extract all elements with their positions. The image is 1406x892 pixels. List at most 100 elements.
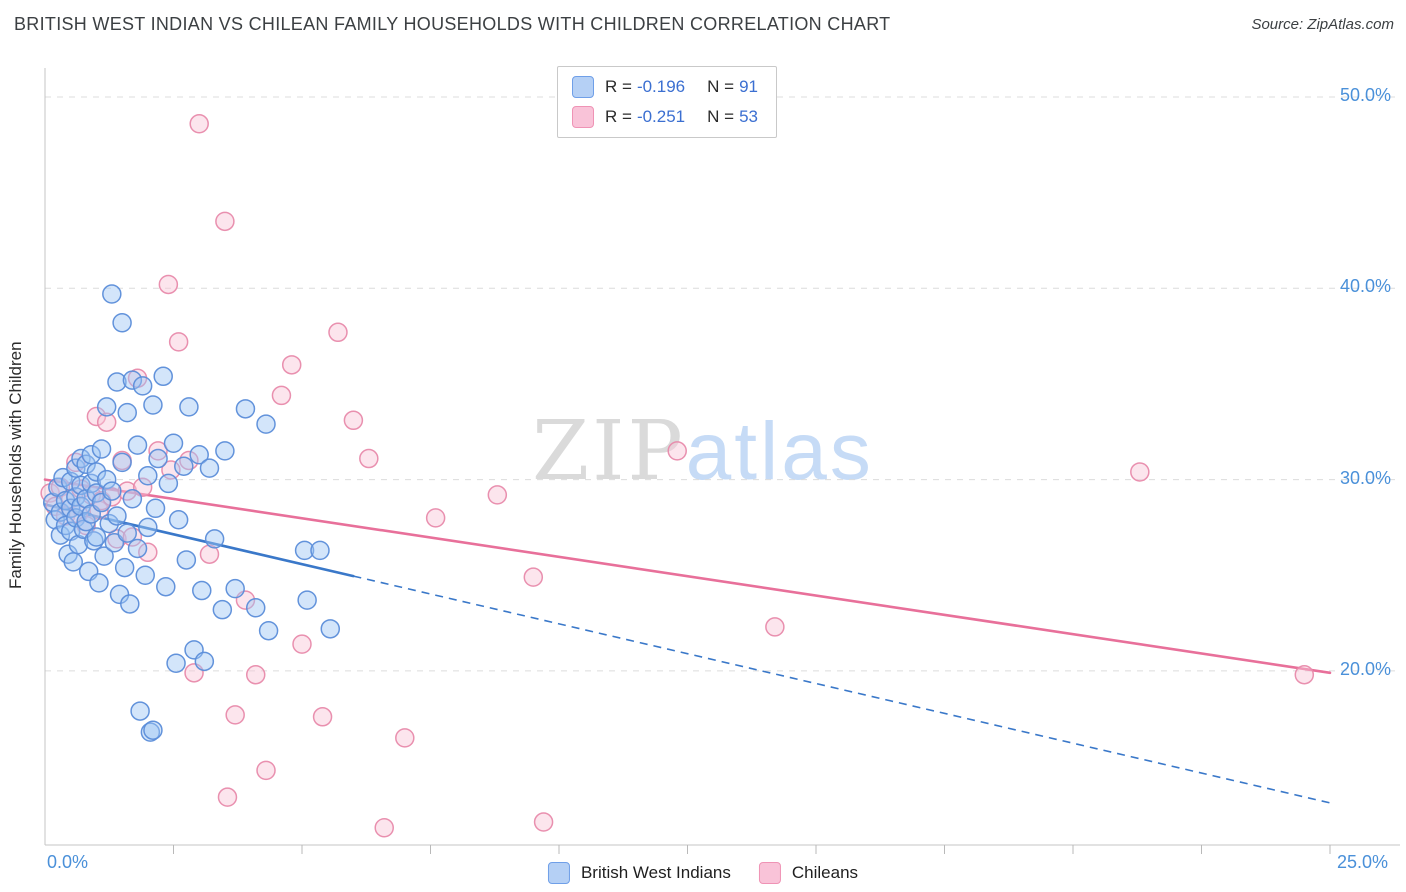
scatter-point-chileans (225, 705, 245, 725)
scatter-point-chileans (765, 617, 785, 637)
scatter-point-british-west-indians (199, 458, 220, 478)
scatter-point-british-west-indians (102, 284, 122, 304)
legend-item-british-west-indians: British West Indians (547, 862, 731, 884)
scatter-point-chileans (523, 567, 544, 587)
scatter-point-british-west-indians (114, 557, 135, 578)
scatter-point-british-west-indians (127, 538, 148, 559)
scatter-point-british-west-indians (192, 580, 212, 601)
scatter-point-british-west-indians (163, 433, 184, 454)
scatter-point-british-west-indians (215, 441, 235, 461)
scatter-point-british-west-indians (122, 488, 143, 509)
scatter-point-british-west-indians (86, 462, 107, 482)
scatter-point-british-west-indians (158, 473, 179, 494)
scatter-point-chileans (215, 211, 235, 232)
n-label: N = (707, 107, 735, 126)
scatter-point-british-west-indians (99, 513, 119, 534)
scatter-point-british-west-indians (176, 550, 197, 570)
scatter-point-british-west-indians (91, 439, 112, 459)
scatter-point-chileans (667, 441, 687, 461)
scatter-point-british-west-indians (235, 399, 256, 419)
scatter-point-british-west-indians (127, 435, 148, 455)
scatter-point-chileans (395, 728, 415, 748)
scatter-point-chileans (343, 410, 364, 431)
scatter-point-british-west-indians (145, 498, 166, 519)
n-value: 53 (739, 107, 758, 126)
scatter-point-british-west-indians (86, 483, 107, 503)
scatter-point-british-west-indians (179, 397, 199, 417)
scatter-point-chileans (292, 634, 312, 654)
scatter-point-british-west-indians (166, 653, 186, 673)
scatter-point-british-west-indians (76, 488, 96, 509)
scatter-point-chileans (374, 818, 394, 838)
scatter-point-chileans (256, 760, 276, 781)
scatter-point-british-west-indians (96, 469, 117, 490)
chileans-trend-line (43, 478, 1332, 675)
page-title: BRITISH WEST INDIAN VS CHILEAN FAMILY HO… (14, 14, 891, 34)
scatter-point-british-west-indians (117, 402, 137, 423)
scatter-point-chileans (96, 412, 117, 432)
x-axis-label-0: 0.0% (47, 852, 89, 872)
scatter-point-british-west-indians (94, 546, 114, 566)
scatter-point-chileans (1130, 462, 1150, 482)
scatter-point-british-west-indians (96, 397, 117, 417)
legend-row-chileans: R = -0.251 N = 53 (572, 106, 758, 128)
scatter-point-british-west-indians (130, 701, 150, 721)
r-value: -0.251 (636, 107, 686, 126)
scatter-point-british-west-indians (297, 590, 317, 610)
scatter-point-british-west-indians (50, 525, 71, 545)
scatter-point-british-west-indians (148, 448, 168, 469)
scatter-point-chileans (533, 812, 554, 832)
scatter-point-british-west-indians (117, 523, 137, 543)
scatter-point-british-west-indians (212, 599, 233, 620)
n-value: 91 (739, 77, 758, 96)
scatter-point-british-west-indians (81, 473, 102, 494)
scatter-point-chileans (487, 485, 508, 505)
scatter-point-british-west-indians (107, 372, 127, 392)
scatter-point-british-west-indians (138, 466, 158, 486)
scatter-point-british-west-indians (66, 508, 86, 528)
scatter-point-chileans (281, 355, 302, 375)
scatter-point-british-west-indians (104, 532, 125, 553)
x-axis-label-25: 25.0% (1337, 852, 1389, 872)
scatter-point-british-west-indians (245, 598, 266, 618)
scatter-point-chileans (312, 707, 333, 727)
r-label: R = (605, 77, 632, 96)
scatter-point-british-west-indians (204, 529, 225, 549)
legend-item-label: British West Indians (580, 863, 731, 882)
chileans-swatch (758, 862, 781, 884)
scatter-point-chileans (245, 664, 266, 685)
scatter-point-british-west-indians (102, 481, 122, 501)
scatter-point-british-west-indians (138, 517, 158, 538)
british-west-indians-trend-line (43, 503, 355, 578)
scatter-point-chileans (148, 441, 168, 461)
correlation-legend: R = -0.196 N = 91 R = -0.251 N = 53 (557, 66, 777, 138)
british-west-indians-swatch (547, 862, 570, 884)
y-tick-label-50: 50.0% (1340, 85, 1392, 105)
british-west-indians-trend-line-dashed (353, 575, 1331, 804)
source-attribution: Source: ZipAtlas.com (1251, 16, 1394, 33)
scatter-point-british-west-indians (143, 720, 163, 740)
scatter-point-chileans (199, 544, 220, 564)
scatter-point-chileans (328, 322, 348, 343)
scatter-point-british-west-indians (153, 366, 173, 387)
r-value: -0.196 (636, 77, 686, 96)
scatter-point-chileans (189, 114, 209, 134)
scatter-point-british-west-indians (132, 376, 153, 396)
legend-item-chileans: Chileans (758, 862, 859, 884)
scatter-point-chileans (217, 787, 238, 807)
y-tick-label-40: 40.0% (1340, 276, 1392, 297)
scatter-point-british-west-indians (256, 414, 276, 434)
chileans-swatch (572, 106, 594, 128)
british-west-indians-swatch (572, 76, 594, 98)
scatter-point-british-west-indians (68, 534, 89, 555)
scatter-point-british-west-indians (194, 651, 215, 672)
scatter-point-british-west-indians (112, 452, 132, 473)
scatter-point-british-west-indians (135, 565, 155, 585)
legend-item-label: Chileans (791, 863, 859, 882)
scatter-point-british-west-indians (143, 395, 163, 415)
scatter-point-british-west-indians (310, 540, 330, 561)
scatter-point-british-west-indians (294, 540, 315, 561)
scatter-point-british-west-indians (258, 620, 279, 641)
scatter-point-chileans (1294, 664, 1315, 685)
